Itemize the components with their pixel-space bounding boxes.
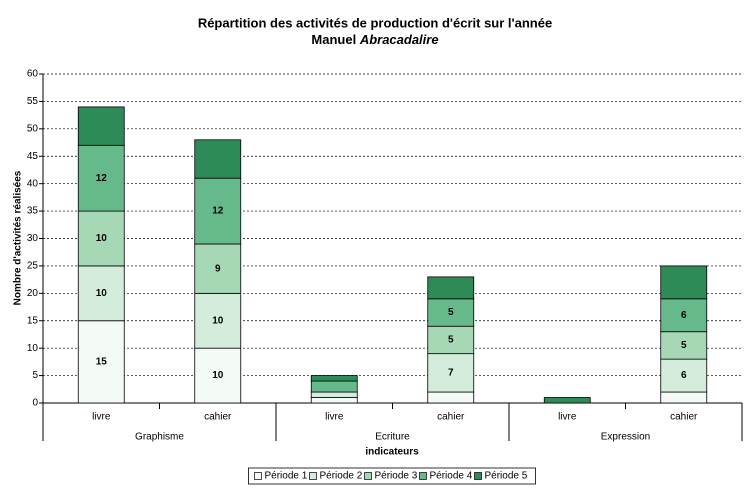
data-label: 5 bbox=[681, 340, 687, 351]
legend-swatch bbox=[419, 472, 427, 480]
bar-segment bbox=[194, 139, 242, 179]
y-tick-label: 25 bbox=[27, 261, 39, 272]
data-label: 10 bbox=[96, 288, 108, 299]
y-tick-label: 30 bbox=[27, 233, 39, 244]
data-label: 10 bbox=[212, 370, 224, 381]
bar-segment bbox=[194, 177, 242, 245]
bar-segment bbox=[77, 265, 125, 322]
data-label: 7 bbox=[448, 367, 454, 378]
data-label: 5 bbox=[448, 335, 454, 346]
y-tick-label: 50 bbox=[27, 123, 39, 134]
bar-segment bbox=[194, 292, 242, 349]
bar-segment bbox=[660, 265, 708, 300]
bar-segment bbox=[310, 391, 358, 398]
bar-segment bbox=[310, 380, 358, 393]
bar-segment bbox=[310, 397, 358, 404]
bar-segment bbox=[660, 358, 708, 393]
x-tick-label: cahier bbox=[437, 412, 465, 423]
y-tick-label: 15 bbox=[27, 315, 39, 326]
y-tick-label: 10 bbox=[27, 343, 39, 354]
group-label: Ecriture bbox=[375, 432, 410, 443]
legend-label: Période 1 bbox=[265, 471, 308, 482]
x-tick-label: livre bbox=[558, 412, 577, 423]
bar-segment bbox=[427, 325, 475, 355]
data-label: 9 bbox=[215, 263, 221, 274]
subtitle-italic: Abracadalire bbox=[359, 32, 439, 47]
data-label: 10 bbox=[96, 233, 108, 244]
x-axis-label: indicateurs bbox=[365, 447, 419, 458]
bar-segment bbox=[427, 353, 475, 393]
legend-label: Période 3 bbox=[375, 471, 418, 482]
y-axis-label: Nombre d'activités réalisées bbox=[13, 170, 24, 305]
y-tick-label: 40 bbox=[27, 178, 39, 189]
legend-box bbox=[248, 467, 536, 485]
y-tick-label: 0 bbox=[32, 398, 38, 409]
legend-swatch bbox=[364, 472, 372, 480]
data-label: 12 bbox=[212, 206, 224, 217]
bar-segment bbox=[427, 391, 475, 404]
x-tick-label: livre bbox=[325, 412, 344, 423]
bar-segment bbox=[77, 144, 125, 212]
x-tick-label: cahier bbox=[204, 412, 232, 423]
bar-segment bbox=[77, 106, 125, 146]
bar-segment bbox=[427, 298, 475, 327]
bar-segment bbox=[194, 243, 242, 294]
data-label: 6 bbox=[681, 370, 687, 381]
bar-segment bbox=[660, 391, 708, 404]
y-tick-label: 60 bbox=[27, 69, 39, 80]
bar-segment bbox=[660, 331, 708, 360]
y-tick-label: 20 bbox=[27, 288, 39, 299]
legend-swatch bbox=[309, 472, 317, 480]
legend-swatch bbox=[474, 472, 482, 480]
y-tick-label: 45 bbox=[27, 151, 39, 162]
data-label: 15 bbox=[96, 357, 108, 368]
data-label: 6 bbox=[681, 310, 687, 321]
bar-segment bbox=[77, 320, 125, 404]
y-tick-label: 55 bbox=[27, 96, 39, 107]
data-label: 10 bbox=[212, 315, 224, 326]
x-tick-label: cahier bbox=[670, 412, 698, 423]
chart-subtitle: Manuel Abracadalire bbox=[311, 32, 438, 47]
data-label: 12 bbox=[96, 173, 108, 184]
group-label: Graphisme bbox=[135, 432, 184, 443]
data-label: 5 bbox=[448, 307, 454, 318]
subtitle-text: Manuel bbox=[311, 32, 359, 47]
legend-label: Période 2 bbox=[320, 471, 363, 482]
y-tick-label: 35 bbox=[27, 206, 39, 217]
legend-label: Période 4 bbox=[430, 471, 473, 482]
legend-label: Période 5 bbox=[485, 471, 528, 482]
bar-segment bbox=[543, 397, 591, 404]
bar-segment bbox=[194, 347, 242, 404]
legend-swatch bbox=[254, 472, 262, 480]
y-tick-label: 5 bbox=[32, 370, 38, 381]
x-tick-label: livre bbox=[92, 412, 111, 423]
bar-segment bbox=[660, 298, 708, 333]
bar-segment bbox=[427, 276, 475, 300]
bar-segment bbox=[310, 375, 358, 382]
bar-segment bbox=[77, 210, 125, 267]
chart-title: Répartition des activités de production … bbox=[198, 15, 552, 30]
group-label: Expression bbox=[601, 432, 650, 443]
